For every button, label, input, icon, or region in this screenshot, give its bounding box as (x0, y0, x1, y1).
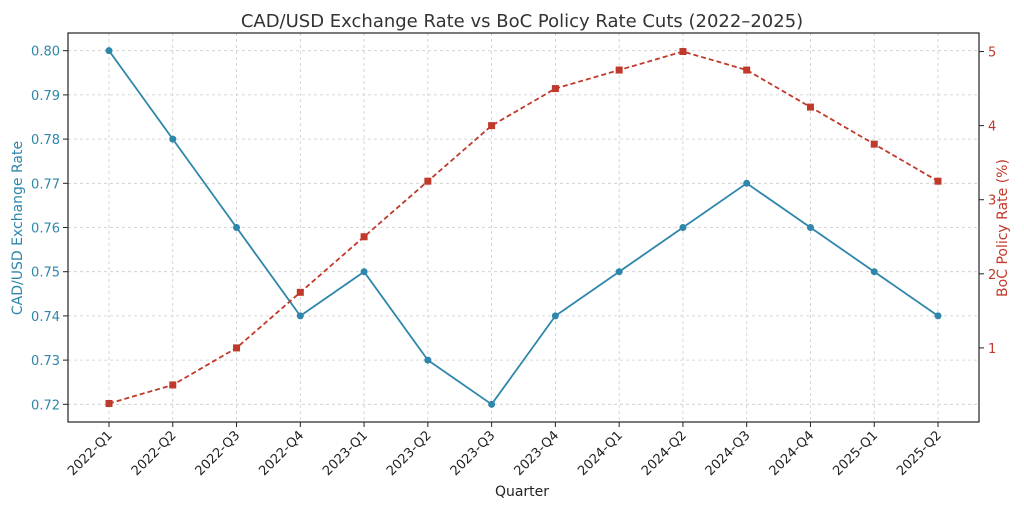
policy-rate-point (424, 177, 432, 185)
series-layer (105, 47, 942, 408)
x-tick-label: 2024-Q3 (703, 428, 754, 479)
exchange-rate-point (806, 224, 814, 231)
x-axis-label: Quarter (495, 484, 549, 500)
x-tick-label: 2025-Q1 (830, 428, 881, 479)
exchange-rate-point (870, 268, 878, 276)
right-y-axis-label: BoC Policy Rate (%) (995, 159, 1011, 297)
policy-rate-point (806, 103, 814, 111)
exchange-rate-point (360, 268, 368, 276)
policy-rate-point (615, 66, 623, 74)
exchange-rate-point (233, 224, 241, 231)
exchange-rate-point (296, 312, 304, 320)
right-tick-label: 3 (988, 194, 996, 209)
policy-rate-point (296, 288, 304, 296)
exchange-rate-point (551, 312, 559, 320)
x-tick-label: 2022-Q1 (65, 428, 116, 479)
policy-rate-point (233, 344, 241, 352)
x-tick-label: 2022-Q4 (256, 428, 307, 479)
x-tick-label: 2023-Q1 (320, 428, 371, 479)
left-tick-label: 0.79 (31, 89, 60, 104)
exchange-rate-point (105, 47, 113, 55)
left-y-axis-label: CAD/USD Exchange Rate (10, 141, 26, 315)
right-tick-label: 5 (988, 46, 996, 61)
x-tick-label: 2023-Q4 (511, 428, 562, 479)
left-tick-label: 0.77 (31, 177, 60, 192)
left-y-axis: 0.72 0.73 0.74 0.75 0.76 0.77 0.78 0.79 0.80 (31, 45, 68, 413)
x-tick-label: 2022-Q3 (193, 428, 244, 479)
exchange-rate-line (108, 50, 939, 406)
policy-rate-point (743, 66, 751, 74)
exchange-rate-point (679, 224, 687, 231)
policy-rate-point (169, 381, 177, 389)
chart-title: CAD/USD Exchange Rate vs BoC Policy Rate… (241, 11, 803, 32)
exchange-rate-point (743, 179, 751, 187)
right-tick-label: 4 (988, 120, 996, 135)
x-tick-label: 2024-Q4 (767, 428, 818, 479)
x-tick-label: 2024-Q2 (639, 428, 690, 479)
left-tick-label: 0.78 (31, 133, 60, 148)
exchange-rate-point (169, 135, 177, 143)
left-tick-label: 0.76 (31, 222, 60, 237)
policy-rate-point (551, 85, 559, 93)
policy-rate-line (108, 50, 939, 405)
policy-rate-point (870, 140, 878, 148)
x-tick-label: 2025-Q2 (894, 428, 945, 479)
x-axis: 2022-Q1 2022-Q2 2022-Q3 2022-Q4 2023-Q1 2023-… (65, 422, 945, 479)
x-tick-label: 2024-Q1 (575, 428, 626, 479)
x-tick-label: 2022-Q2 (129, 428, 180, 479)
x-tick-label: 2023-Q3 (448, 428, 499, 479)
grid-layer (68, 33, 979, 422)
policy-rate-point (105, 399, 113, 407)
exchange-rate-point (424, 356, 432, 364)
exchange-rate-point (488, 400, 496, 408)
exchange-rate-point (615, 268, 623, 276)
left-tick-label: 0.75 (31, 266, 60, 281)
policy-rate-point (488, 122, 496, 130)
exchange-rate-point (934, 312, 942, 320)
x-tick-label: 2023-Q2 (384, 428, 435, 479)
right-tick-label: 2 (988, 268, 996, 283)
left-tick-label: 0.80 (31, 45, 60, 60)
policy-rate-point (934, 177, 942, 185)
left-tick-label: 0.73 (31, 354, 60, 369)
left-tick-label: 0.72 (31, 398, 60, 413)
right-y-axis: 1 2 3 4 5 (979, 46, 996, 357)
policy-rate-point (360, 233, 368, 241)
policy-rate-point (679, 48, 687, 56)
right-tick-label: 1 (988, 342, 996, 357)
left-tick-label: 0.74 (31, 310, 60, 325)
